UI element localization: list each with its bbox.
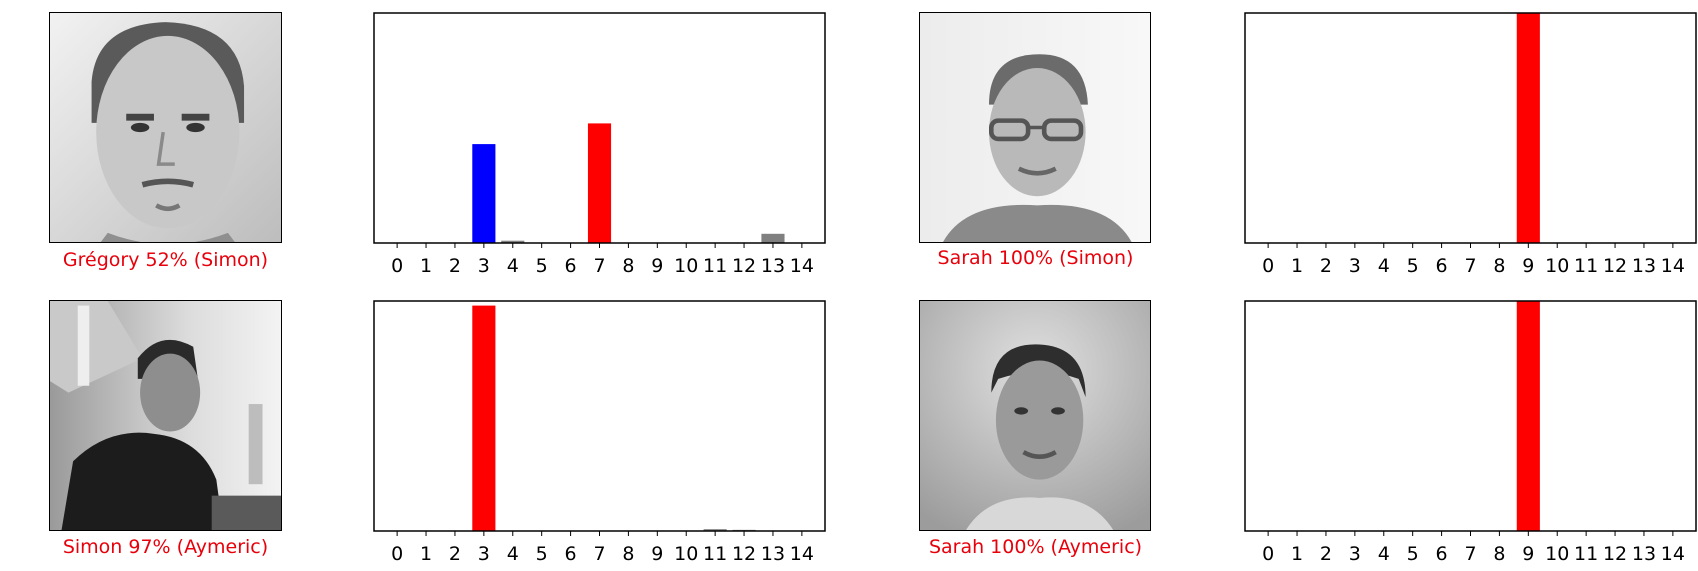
plot-frame	[1244, 300, 1697, 532]
x-tick-label: 5	[1407, 255, 1419, 277]
bar-11	[703, 529, 727, 531]
bar-13	[761, 233, 785, 243]
x-tick-label: 7	[1464, 543, 1476, 565]
x-tick-label: 10	[1545, 543, 1569, 565]
bar-4	[501, 240, 525, 243]
x-tick-label: 3	[1349, 255, 1361, 277]
x-tick-label: 2	[1320, 255, 1332, 277]
x-tick-label: 5	[536, 255, 548, 277]
x-tick-label: 7	[593, 255, 605, 277]
bar-3	[472, 305, 496, 531]
x-tick-label: 14	[790, 255, 814, 277]
x-tick-label: 14	[1661, 543, 1685, 565]
x-tick-label: 12	[1603, 255, 1627, 277]
x-tick-label: 11	[1574, 255, 1598, 277]
x-tick-label: 5	[1407, 543, 1419, 565]
x-tick-label: 7	[1464, 255, 1476, 277]
x-tick-label: 13	[1632, 255, 1656, 277]
x-tick-label: 10	[674, 543, 698, 565]
x-tick-label: 9	[1522, 255, 1534, 277]
x-tick-label: 7	[593, 543, 605, 565]
x-tick-label: 5	[536, 543, 548, 565]
x-tick-label: 6	[1436, 543, 1448, 565]
face-image-2	[919, 12, 1151, 243]
x-tick-label: 13	[761, 543, 785, 565]
x-tick-label: 11	[1574, 543, 1598, 565]
probability-chart-1: 0 1 2 3 4 5 6 7 8 9 10 11 12 13 14	[373, 12, 826, 277]
x-tick-label: 2	[449, 543, 461, 565]
probability-chart-3: 0 1 2 3 4 5 6 7 8 9 10 11 12 13 14	[373, 300, 826, 565]
x-tick-label: 4	[1378, 543, 1390, 565]
probability-chart-2: 0 1 2 3 4 5 6 7 8 9 10 11 12 13 14	[1244, 12, 1697, 277]
face-caption-2: Sarah 100% (Simon)	[937, 247, 1134, 269]
x-tick-label: 8	[1493, 543, 1505, 565]
x-tick-label: 4	[1378, 255, 1390, 277]
x-tick-label: 0	[391, 255, 403, 277]
x-tick-label: 9	[651, 543, 663, 565]
x-tick-label: 2	[449, 255, 461, 277]
face-caption-1: Grégory 52% (Simon)	[62, 249, 269, 271]
x-tick-label: 12	[732, 255, 756, 277]
face-image-3	[49, 300, 282, 531]
x-tick-label: 11	[703, 543, 727, 565]
plot-frame	[373, 300, 826, 532]
x-tick-label: 0	[1262, 255, 1274, 277]
x-tick-label: 13	[1632, 543, 1656, 565]
x-tick-label: 1	[420, 543, 432, 565]
x-tick-label: 9	[1522, 543, 1534, 565]
face-caption-4: Sarah 100% (Aymeric)	[928, 536, 1143, 558]
x-tick-label: 14	[790, 543, 814, 565]
x-tick-label: 2	[1320, 543, 1332, 565]
x-tick-label: 8	[622, 255, 634, 277]
x-tick-label: 9	[651, 255, 663, 277]
x-tick-label: 6	[565, 255, 577, 277]
x-tick-label: 4	[507, 543, 519, 565]
face-image-4	[919, 300, 1151, 531]
face-caption-3: Simon 97% (Aymeric)	[62, 536, 269, 558]
x-tick-label: 12	[732, 543, 756, 565]
x-tick-label: 1	[1291, 543, 1303, 565]
x-tick-label: 1	[1291, 255, 1303, 277]
x-tick-label: 6	[565, 543, 577, 565]
bar-7	[587, 123, 612, 243]
x-tick-label: 14	[1661, 255, 1685, 277]
x-tick-label: 0	[391, 543, 403, 565]
bar-3	[472, 144, 496, 243]
face-image-1	[49, 12, 282, 243]
x-tick-label: 13	[761, 255, 785, 277]
x-tick-label: 1	[420, 255, 432, 277]
x-tick-label: 3	[478, 255, 490, 277]
bar-9	[1516, 301, 1540, 531]
x-tick-label: 10	[674, 255, 698, 277]
x-tick-label: 11	[703, 255, 727, 277]
x-tick-label: 10	[1545, 255, 1569, 277]
x-tick-label: 4	[507, 255, 519, 277]
x-tick-label: 12	[1603, 543, 1627, 565]
probability-chart-4: 0 1 2 3 4 5 6 7 8 9 10 11 12 13 14	[1244, 300, 1697, 565]
x-tick-label: 3	[1349, 543, 1361, 565]
x-tick-label: 8	[622, 543, 634, 565]
plot-frame	[1244, 12, 1697, 244]
x-tick-label: 8	[1493, 255, 1505, 277]
x-tick-label: 6	[1436, 255, 1448, 277]
x-tick-label: 0	[1262, 543, 1274, 565]
x-tick-label: 3	[478, 543, 490, 565]
bar-9	[1516, 13, 1540, 243]
